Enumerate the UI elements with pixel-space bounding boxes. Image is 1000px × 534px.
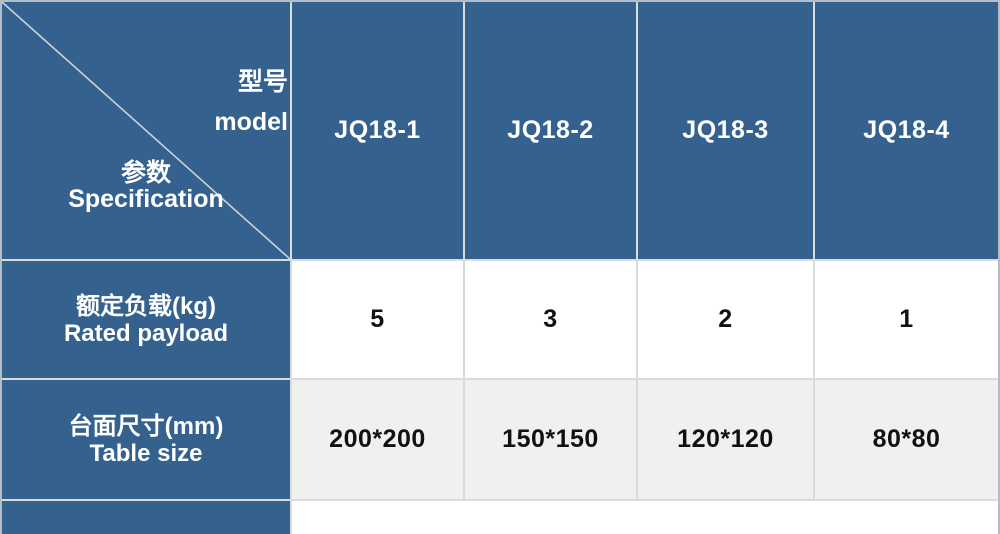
column-header-jq18-3: JQ18-3 — [638, 2, 813, 259]
value-area-partial — [292, 501, 998, 534]
corner-spec-label-cn: 参数 — [120, 159, 171, 187]
corner-header-cell: 型号 model 参数 Specification — [2, 2, 290, 259]
value-cell-payload-jq18-4: 1 — [815, 261, 998, 378]
value-cell-payload-jq18-1: 5 — [292, 261, 463, 378]
value-cell-size-jq18-3: 120*120 — [638, 380, 813, 499]
corner-model-label-cn: 型号 — [237, 68, 288, 96]
column-header-jq18-1: JQ18-1 — [292, 2, 463, 259]
row-label-rated-payload: 额定负载(kg) Rated payload — [2, 261, 290, 378]
column-header-jq18-4: JQ18-4 — [815, 2, 998, 259]
value-cell-size-jq18-1: 200*200 — [292, 380, 463, 499]
value-cell-size-jq18-4: 80*80 — [815, 380, 998, 499]
row-label-table-size-en: Table size — [89, 439, 203, 467]
value-cell-payload-jq18-3: 2 — [638, 261, 813, 378]
corner-spec-label: 参数 Specification — [2, 160, 290, 212]
corner-model-label-en: model — [214, 108, 288, 136]
row-label-rated-payload-en: Rated payload — [63, 319, 229, 347]
corner-model-label: 型号 model — [214, 70, 288, 135]
corner-spec-label-en: Specification — [68, 185, 224, 213]
value-cell-size-jq18-2: 150*150 — [465, 380, 636, 499]
row-label-rated-payload-cn: 额定负载(kg) — [76, 292, 216, 320]
row-label-table-size: 台面尺寸(mm) Table size — [2, 380, 290, 499]
value-cell-payload-jq18-2: 3 — [465, 261, 636, 378]
row-label-table-size-cn: 台面尺寸(mm) — [68, 412, 224, 440]
diagonal-divider-line — [2, 2, 290, 259]
column-header-jq18-2: JQ18-2 — [465, 2, 636, 259]
row-label-partial — [2, 501, 290, 534]
